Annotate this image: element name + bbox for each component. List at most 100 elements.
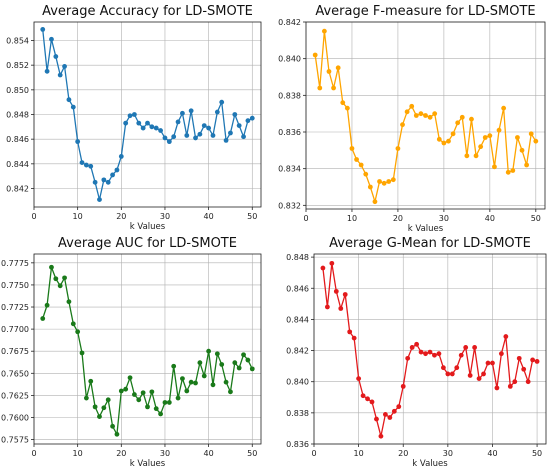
f-measure-data-point [496, 127, 502, 133]
f-measure-y-tick-label: 0.832 [278, 201, 301, 210]
f-measure-data-point [363, 171, 369, 177]
f-measure-y-tick-label: 0.836 [278, 128, 301, 137]
g-mean-data-point [454, 365, 460, 371]
f-measure-data-point [377, 179, 382, 184]
accuracy-data-point [136, 120, 142, 126]
accuracy-data-point [140, 125, 146, 131]
f-measure-data-point [459, 114, 465, 120]
f-measure-chart: 0 10 20 30 40 50 0.832 0.834 0.836 0.838 0.840 0.84… [278, 4, 546, 234]
auc-data-point [219, 362, 225, 367]
accuracy-x-tick-label: 50 [247, 212, 257, 221]
g-mean-x-tick-label: 30 [443, 449, 453, 458]
accuracy-chart-title: Average Accuracy for LD-SMOTE [42, 4, 253, 19]
auc-chart-title: Average AUC for LD-SMOTE [58, 236, 237, 251]
f-measure-data-point [400, 122, 405, 128]
g-mean-data-point [494, 385, 500, 391]
auc-y-tick-label: 0.7775 [1, 259, 29, 268]
g-mean-x-tick-label: 0 [311, 449, 316, 458]
g-mean-chart: 0 10 20 30 40 50 0.836 0.838 0.840 0.842 0.844 0.84… [286, 236, 547, 469]
auc-y-tick-label: 0.7725 [1, 303, 29, 312]
auc-y-tick-label: 0.7700 [1, 325, 29, 334]
g-mean-data-point [342, 292, 348, 297]
auc-data-point [158, 411, 163, 417]
auc-data-point [53, 276, 59, 282]
g-mean-data-point [400, 383, 406, 389]
auc-data-point [210, 382, 216, 388]
g-mean-data-point [498, 351, 504, 357]
f-measure-x-tick-label: 50 [531, 214, 541, 223]
f-measure-data-point [473, 153, 479, 159]
g-mean-data-point [467, 373, 473, 378]
accuracy-data-point [70, 104, 76, 110]
auc-data-point [97, 414, 102, 420]
accuracy-data-point [153, 125, 159, 131]
accuracy-data-point [149, 124, 155, 130]
auc-data-point [201, 373, 207, 379]
f-measure-data-point [505, 169, 511, 175]
auc-x-tick-label: 50 [247, 449, 257, 458]
accuracy-y-tick-label: 0.842 [6, 185, 29, 194]
f-measure-data-point [492, 164, 497, 170]
f-measure-data-point [326, 69, 332, 74]
f-measure-data-point [432, 111, 438, 117]
g-mean-y-tick-label: 0.844 [286, 315, 309, 324]
accuracy-data-point [201, 123, 207, 128]
auc-data-point [75, 329, 81, 335]
auc-data-point [62, 275, 67, 281]
auc-data-point [175, 395, 181, 401]
g-mean-data-point [530, 357, 536, 363]
auc-data-point [127, 375, 133, 381]
g-mean-data-point [329, 260, 335, 266]
auc-data-point [92, 404, 98, 410]
g-mean-data-point [472, 345, 478, 350]
accuracy-data-point [228, 130, 233, 136]
accuracy-data-point [214, 109, 220, 115]
g-mean-data-point [365, 396, 370, 402]
accuracy-y-tick-label: 0.852 [6, 61, 29, 70]
auc-y-tick-label: 0.7575 [1, 436, 29, 445]
f-measure-data-point [354, 157, 359, 162]
accuracy-data-point [53, 54, 59, 59]
accuracy-data-point [249, 115, 255, 121]
g-mean-data-point [445, 371, 451, 377]
g-mean-data-point [481, 371, 486, 377]
auc-data-point [105, 397, 111, 403]
accuracy-x-tick-label: 30 [160, 212, 170, 221]
accuracy-x-tick-label: 0 [31, 212, 36, 221]
g-mean-data-point [458, 352, 464, 358]
g-mean-data-point [409, 345, 415, 350]
accuracy-data-point [88, 163, 94, 169]
f-measure-y-tick-label: 0.838 [278, 91, 301, 100]
auc-x-tick-label: 40 [204, 449, 214, 458]
auc-data-point [214, 351, 220, 357]
auc-data-point [66, 299, 72, 305]
accuracy-data-point [223, 138, 229, 143]
f-measure-data-point [372, 199, 378, 205]
g-mean-data-point [333, 288, 339, 294]
auc-data-point [49, 264, 54, 270]
g-mean-data-point [507, 383, 513, 389]
accuracy-data-point [219, 99, 225, 105]
g-mean-data-point [356, 376, 362, 381]
auc-data-point [241, 352, 246, 358]
g-mean-data-point [427, 349, 433, 355]
f-measure-data-point [533, 138, 539, 144]
auc-data-point [57, 283, 63, 289]
accuracy-data-point [166, 139, 172, 145]
g-mean-data-point [414, 341, 420, 347]
auc-x-tick-label: 30 [160, 449, 170, 458]
auc-data-point [236, 365, 242, 371]
accuracy-data-point [236, 123, 242, 128]
accuracy-x-tick-label: 40 [204, 212, 214, 221]
f-measure-data-point [367, 184, 373, 190]
g-mean-data-point [320, 265, 326, 271]
g-mean-data-point [351, 335, 357, 341]
f-measure-data-point [335, 65, 341, 71]
f-measure-data-point [515, 135, 520, 140]
g-mean-data-point [391, 408, 397, 414]
f-measure-y-tick-label: 0.842 [278, 18, 301, 27]
accuracy-x-tick-label: 10 [73, 212, 83, 221]
f-measure-data-point [321, 28, 327, 34]
accuracy-data-point [188, 108, 194, 114]
